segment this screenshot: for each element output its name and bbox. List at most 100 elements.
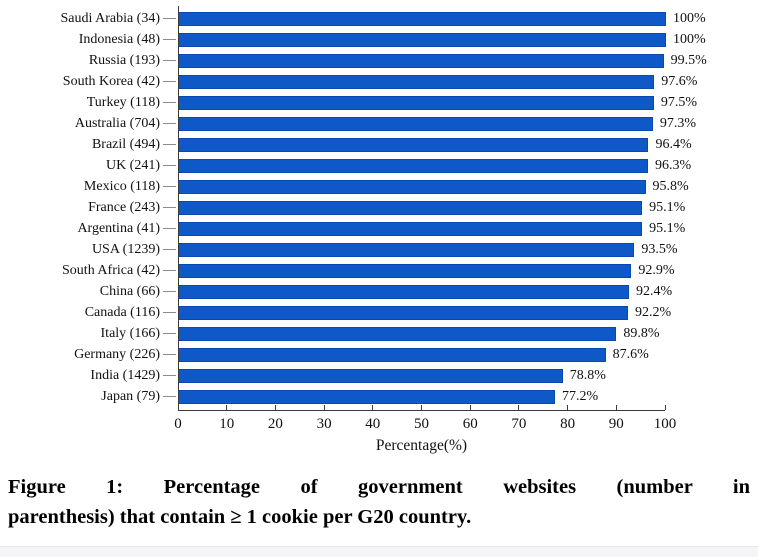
bar-row: UK (241) 96.3% — [0, 159, 758, 173]
bar — [179, 285, 629, 299]
value-label: 96.4% — [655, 137, 692, 152]
y-tick — [163, 18, 176, 19]
country-label: Australia (704) — [74, 116, 160, 131]
y-tick — [163, 81, 176, 82]
bar-row: Japan (79) 77.2% — [0, 390, 758, 404]
bar-track: 100% — [179, 33, 706, 47]
value-label: 96.3% — [654, 158, 692, 173]
x-tick — [372, 405, 374, 410]
bar — [179, 201, 643, 215]
country-label: France (243) — [88, 200, 160, 215]
y-tick — [163, 207, 176, 208]
bar-row: Australia (704) 97.3% — [0, 117, 758, 131]
bar — [179, 75, 655, 89]
x-tick-label: 100 — [653, 416, 677, 432]
value-label: 100% — [673, 11, 706, 26]
bar-track: 96.4% — [179, 138, 692, 152]
bar-track: 78.8% — [179, 369, 666, 383]
x-tick — [274, 405, 276, 410]
bar — [179, 327, 617, 341]
bar-track: 96.3% — [179, 159, 691, 173]
value-label: 92.9% — [638, 263, 675, 278]
y-tick — [163, 291, 176, 292]
bar — [179, 117, 653, 131]
y-tick — [163, 39, 176, 40]
y-tick — [163, 354, 176, 355]
x-tick-label: 90 — [608, 416, 624, 432]
bar-track: 92.9% — [179, 264, 675, 278]
value-label: 89.8% — [623, 326, 660, 341]
bar-track: 95.8% — [179, 180, 689, 194]
x-tick-label: 80 — [560, 416, 576, 432]
y-tick — [163, 186, 176, 187]
y-tick — [163, 102, 176, 103]
bar — [179, 222, 643, 236]
bar-track: 92.4% — [179, 285, 672, 299]
x-axis-title: Percentage(%) — [375, 437, 468, 454]
x-tick-label: 60 — [462, 416, 478, 432]
page-bottom-strip — [0, 546, 758, 557]
value-label: 95.1% — [649, 200, 686, 215]
country-label: Canada (116) — [84, 305, 160, 320]
bar-row: Saudi Arabia (34) 100% — [0, 12, 758, 26]
country-label: Saudi Arabia (34) — [60, 11, 160, 26]
bar-row: Mexico (118) 95.8% — [0, 180, 758, 194]
x-tick — [567, 405, 569, 410]
bar — [179, 369, 563, 383]
bar — [179, 180, 646, 194]
country-label: Brazil (494) — [91, 137, 160, 152]
bar-track: 100% — [179, 12, 706, 26]
country-label: USA (1239) — [91, 242, 160, 257]
y-tick — [163, 396, 176, 397]
y-tick — [163, 270, 176, 271]
value-label: 97.5% — [660, 95, 697, 110]
bar-track: 93.5% — [179, 243, 678, 257]
y-tick — [163, 228, 176, 229]
y-tick — [163, 249, 176, 250]
value-label: 99.5% — [670, 53, 707, 68]
x-tick — [518, 405, 520, 410]
y-tick — [163, 312, 176, 313]
bar-track: 97.3% — [179, 117, 696, 131]
country-label: Indonesia (48) — [78, 32, 160, 47]
country-label: Italy (166) — [100, 326, 160, 341]
bar-track: 99.5% — [179, 54, 707, 68]
bar-track: 97.5% — [179, 96, 697, 110]
bar — [179, 348, 606, 362]
bar-row: France (243) 95.1% — [0, 201, 758, 215]
bar-row: Canada (116) 92.2% — [0, 306, 758, 320]
bar — [179, 264, 632, 278]
bar-row: Brazil (494) 96.4% — [0, 138, 758, 152]
x-tick-label: 30 — [316, 416, 332, 432]
bar-row: India (1429) 78.8% — [0, 369, 758, 383]
bar-row: China (66) 92.4% — [0, 285, 758, 299]
caption-line-1: Figure 1: Percentage of government websi… — [8, 476, 750, 498]
value-label: 92.4% — [635, 284, 673, 299]
country-label: Turkey (118) — [86, 95, 160, 110]
x-tick — [323, 405, 325, 410]
x-tick — [615, 405, 617, 410]
country-label: Japan (79) — [101, 389, 160, 404]
x-tick — [469, 405, 471, 410]
bar-track: 92.2% — [179, 306, 671, 320]
bar-row: Indonesia (48) 100% — [0, 33, 758, 47]
y-tick — [163, 123, 176, 124]
country-label: Mexico (118) — [83, 179, 160, 194]
y-tick — [163, 333, 176, 334]
value-label: 93.5% — [641, 242, 678, 257]
country-label: South Africa (42) — [62, 263, 160, 278]
bar — [179, 96, 654, 110]
bar-row: Turkey (118) 97.5% — [0, 96, 758, 110]
x-axis: 0 10 20 30 40 50 60 70 80 90 100 — [174, 405, 676, 432]
bar-row: Germany (226) 87.6% — [0, 348, 758, 362]
country-label: South Korea (42) — [62, 74, 160, 89]
bar-track: 89.8% — [179, 327, 666, 341]
bar-track: 95.1% — [179, 201, 685, 215]
bar-track: 95.1% — [179, 222, 685, 236]
x-tick-label: 0 — [174, 416, 182, 432]
country-label: Russia (193) — [88, 53, 160, 68]
y-axis-line — [178, 6, 179, 411]
country-label: UK (241) — [105, 158, 160, 173]
figure-caption: Figure 1: Percentage of government websi… — [8, 472, 750, 532]
